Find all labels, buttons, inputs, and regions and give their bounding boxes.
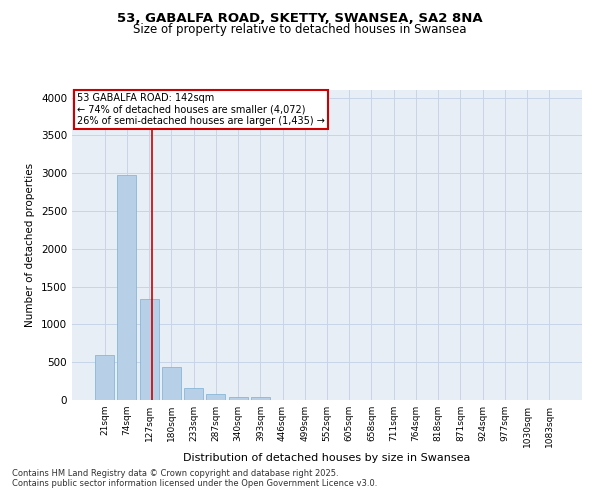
Bar bbox=[162, 368, 181, 400]
Bar bbox=[251, 398, 270, 400]
Text: 53 GABALFA ROAD: 142sqm
← 74% of detached houses are smaller (4,072)
26% of semi: 53 GABALFA ROAD: 142sqm ← 74% of detache… bbox=[77, 93, 325, 126]
Bar bbox=[95, 356, 114, 400]
Bar bbox=[206, 394, 225, 400]
Text: Size of property relative to detached houses in Swansea: Size of property relative to detached ho… bbox=[133, 22, 467, 36]
Bar bbox=[229, 396, 248, 400]
Bar bbox=[184, 388, 203, 400]
X-axis label: Distribution of detached houses by size in Swansea: Distribution of detached houses by size … bbox=[184, 452, 470, 462]
Bar bbox=[118, 176, 136, 400]
Bar bbox=[140, 298, 158, 400]
Text: Contains public sector information licensed under the Open Government Licence v3: Contains public sector information licen… bbox=[12, 478, 377, 488]
Text: Contains HM Land Registry data © Crown copyright and database right 2025.: Contains HM Land Registry data © Crown c… bbox=[12, 468, 338, 477]
Y-axis label: Number of detached properties: Number of detached properties bbox=[25, 163, 35, 327]
Text: 53, GABALFA ROAD, SKETTY, SWANSEA, SA2 8NA: 53, GABALFA ROAD, SKETTY, SWANSEA, SA2 8… bbox=[117, 12, 483, 26]
